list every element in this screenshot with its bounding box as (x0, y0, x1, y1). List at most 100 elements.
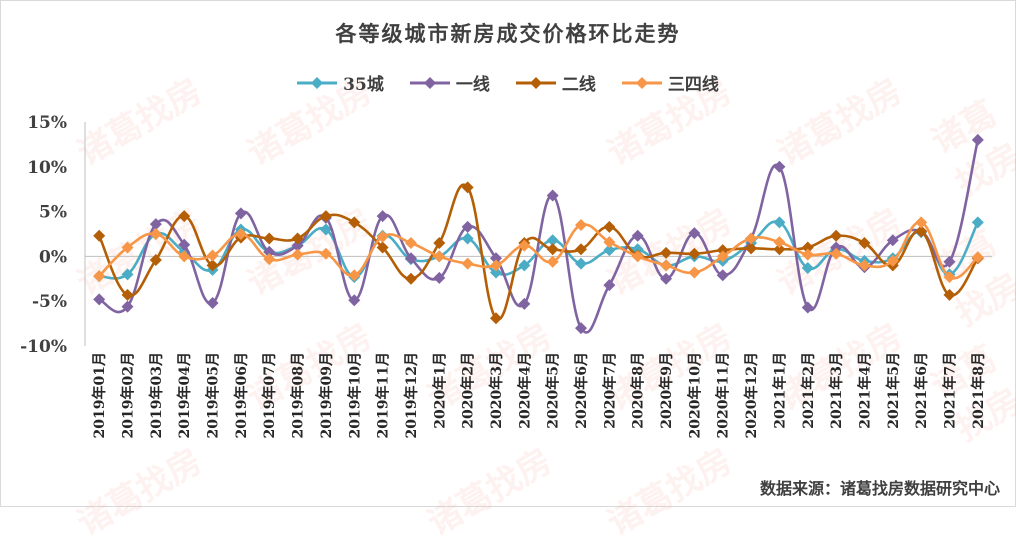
data-point-35城 (461, 232, 474, 245)
data-point-三四线 (688, 266, 701, 279)
x-tick-label: 2020年5月 (545, 352, 562, 429)
data-point-二线 (319, 210, 332, 223)
data-point-二线 (263, 232, 276, 245)
y-tick-label: 15% (27, 113, 67, 133)
data-point-二线 (433, 236, 446, 249)
data-point-三四线 (801, 248, 814, 261)
data-point-二线 (745, 242, 758, 255)
data-point-35城 (801, 262, 814, 275)
x-tick-label: 2021年6月 (913, 352, 930, 429)
x-tick-label: 2021年5月 (885, 352, 902, 429)
data-point-一线 (348, 294, 361, 307)
x-tick-label: 2019年07月 (261, 352, 278, 438)
x-tick-label: 2019年12月 (403, 352, 420, 438)
x-tick-label: 2020年3月 (488, 352, 505, 429)
x-tick-label: 2020年2月 (460, 352, 477, 429)
legend-label-一线: 一线 (455, 75, 490, 95)
data-point-三四线 (575, 219, 588, 232)
data-point-三四线 (603, 236, 616, 249)
data-point-一线 (376, 210, 389, 223)
data-point-三四线 (971, 251, 984, 264)
data-point-35城 (319, 223, 332, 236)
data-point-一线 (121, 300, 134, 313)
data-point-一线 (178, 238, 191, 251)
data-point-二线 (858, 236, 871, 249)
data-point-三四线 (319, 247, 332, 260)
data-point-二线 (575, 243, 588, 256)
data-point-三四线 (433, 250, 446, 263)
data-point-二线 (348, 216, 361, 229)
legend-item-二线: 二线 (515, 70, 596, 95)
x-tick-label: 2020年1月 (431, 352, 448, 429)
x-tick-label: 2021年7月 (941, 352, 958, 429)
x-tick-label: 2019年02月 (120, 352, 137, 438)
data-point-一线 (93, 293, 106, 306)
data-point-三四线 (234, 228, 247, 240)
x-tick-label: 2021年4月 (856, 352, 873, 429)
data-point-三四线 (206, 249, 219, 262)
legend-label-三四线: 三四线 (667, 75, 719, 95)
data-point-35城 (121, 268, 134, 281)
data-point-一线 (660, 272, 673, 285)
data-point-35城 (603, 244, 616, 257)
x-tick-label: 2021年2月 (800, 352, 817, 429)
data-point-三四线 (716, 250, 729, 263)
data-point-35城 (971, 216, 984, 229)
y-tick-label: 10% (27, 158, 67, 178)
y-tick-label: 5% (39, 203, 67, 223)
data-point-二线 (291, 232, 304, 245)
data-point-三四线 (178, 250, 191, 263)
data-point-一线 (291, 239, 304, 252)
data-point-二线 (178, 210, 191, 223)
data-point-三四线 (830, 247, 843, 260)
legend-item-三四线: 三四线 (621, 70, 719, 95)
data-point-三四线 (943, 271, 956, 284)
data-point-二线 (660, 246, 673, 259)
data-point-一线 (688, 227, 701, 240)
data-point-三四线 (461, 257, 474, 270)
data-point-35城 (546, 234, 559, 247)
data-point-二线 (603, 220, 616, 233)
data-point-一线 (575, 322, 588, 335)
data-point-二线 (546, 243, 559, 256)
data-point-二线 (461, 181, 474, 194)
data-point-三四线 (263, 253, 276, 266)
data-point-三四线 (376, 230, 389, 243)
data-point-一线 (206, 296, 219, 309)
data-point-二线 (943, 288, 956, 301)
y-tick-label: 0% (39, 247, 67, 267)
data-point-三四线 (660, 259, 673, 272)
x-tick-label: 2021年8月 (970, 352, 987, 429)
legend-item-一线: 一线 (409, 70, 490, 95)
data-point-三四线 (886, 254, 899, 267)
legend-marker-二线 (515, 76, 556, 89)
data-point-一线 (631, 229, 644, 242)
data-point-一线 (971, 133, 984, 146)
data-point-三四线 (404, 236, 417, 249)
x-tick-label: 2020年7月 (601, 352, 618, 429)
data-point-一线 (518, 297, 531, 310)
data-point-三四线 (546, 255, 559, 268)
data-point-三四线 (489, 259, 502, 272)
data-point-一线 (433, 271, 446, 284)
x-tick-label: 2019年08月 (290, 352, 307, 438)
data-point-35城 (575, 257, 588, 270)
x-tick-label: 2020年8月 (630, 352, 647, 429)
data-point-三四线 (93, 270, 106, 283)
data-point-一线 (801, 301, 814, 314)
data-point-二线 (773, 243, 786, 256)
y-tick-label: -10% (20, 337, 67, 357)
x-tick-label: 2019年09月 (318, 352, 335, 438)
line-chart: 15% 10% 5% 0% -5% -10% 2019年01月 2019年02月 2019年03… (20, 113, 992, 438)
data-point-35城 (489, 266, 502, 279)
x-tick-label: 2020年12月 (743, 352, 760, 438)
data-point-三四线 (291, 248, 304, 261)
chart-frame (0, 0, 1016, 507)
data-point-一线 (461, 220, 474, 233)
data-point-二线 (915, 225, 928, 238)
x-tick-label: 2019年06月 (233, 352, 250, 438)
data-point-35城 (518, 259, 531, 272)
legend-item-35城: 35城 (297, 70, 384, 95)
data-point-三四线 (149, 228, 162, 240)
data-point-一线 (773, 160, 786, 173)
